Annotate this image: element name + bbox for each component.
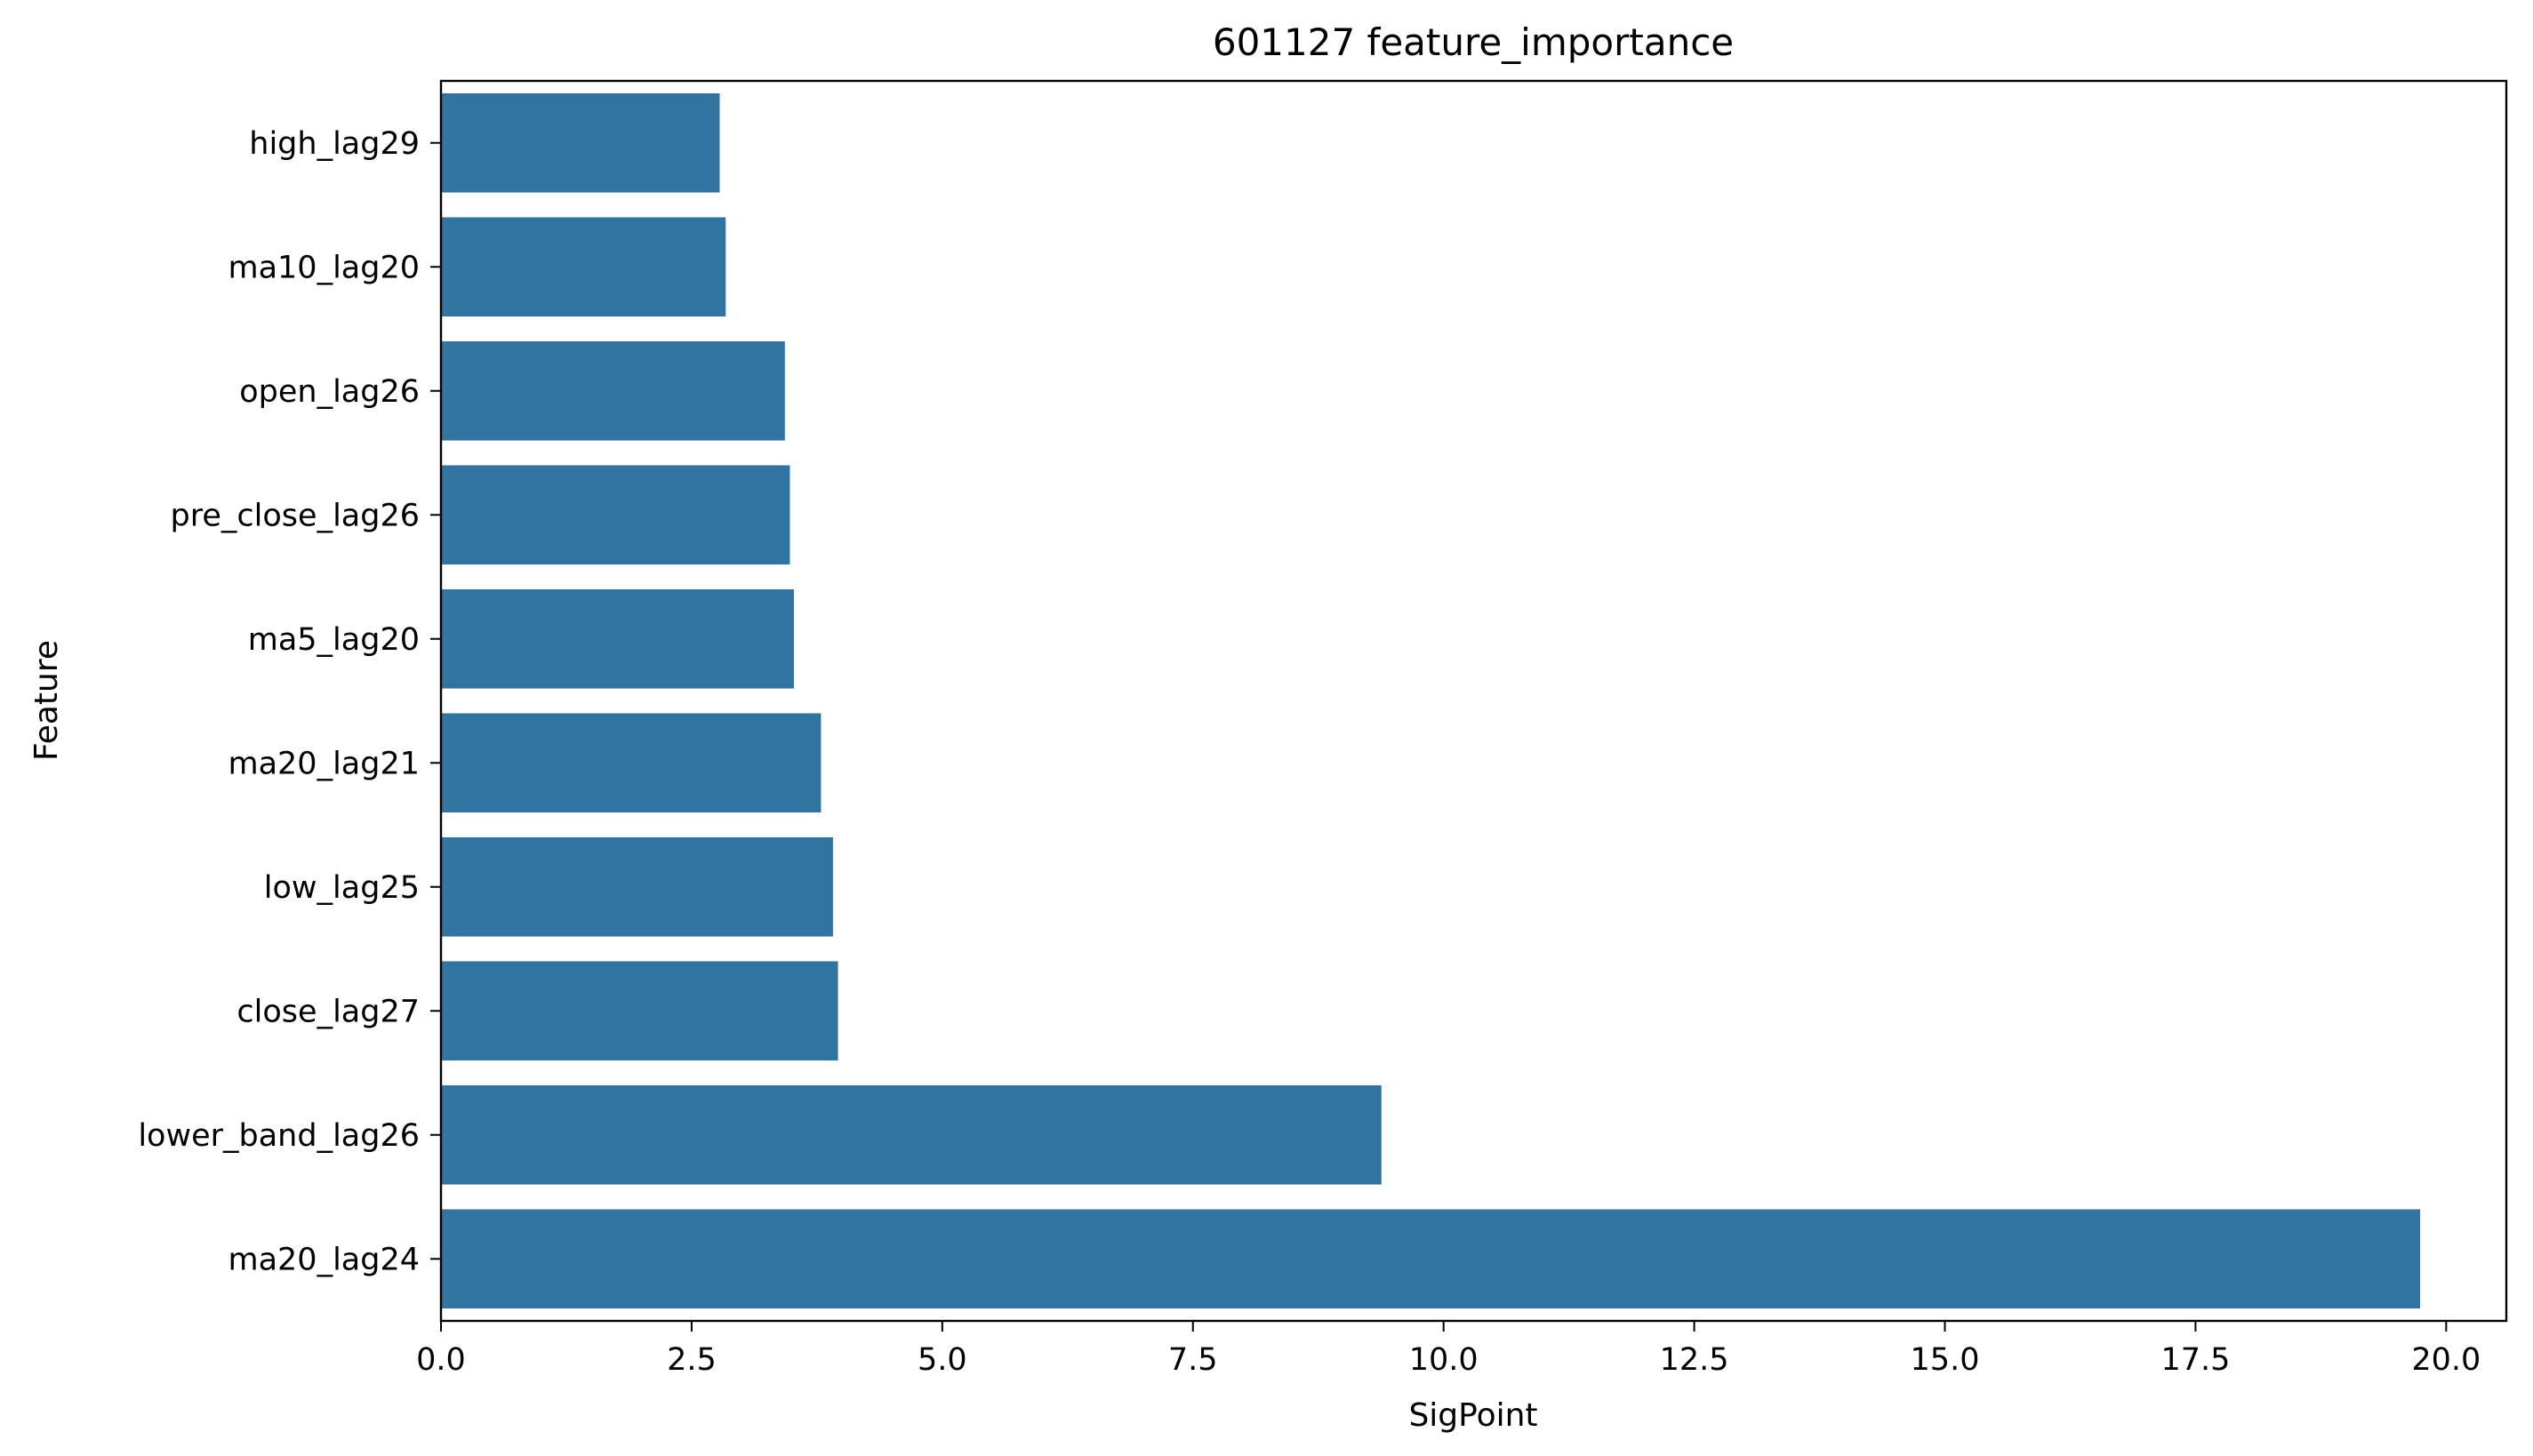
x-tick-label: 2.5 [667,1342,717,1378]
bar-ma5_lag20 [441,588,794,689]
y-tick-label: low_lag25 [264,870,420,906]
y-tick-label: ma10_lag20 [228,250,420,285]
x-tick-label: 5.0 [918,1342,967,1378]
bar-high_lag29 [441,92,720,193]
x-axis-label: SigPoint [1408,1397,1537,1434]
y-tick-label: open_lag26 [239,374,420,410]
y-axis-label: Feature [28,640,65,761]
y-tick-label: pre_close_lag26 [171,498,420,533]
y-tick-label: close_lag27 [236,994,420,1029]
y-tick-label: ma20_lag24 [228,1242,420,1277]
x-tick-label: 15.0 [1911,1342,1980,1378]
bar-ma20_lag21 [441,713,822,813]
x-tick-label: 7.5 [1168,1342,1218,1378]
bar-open_lag26 [441,340,785,441]
bar-ma10_lag20 [441,217,726,317]
x-tick-label: 10.0 [1409,1342,1479,1378]
y-tick-label: high_lag29 [249,126,420,162]
y-tick-label: ma20_lag21 [228,746,420,781]
chart-title: 601127 feature_importance [1213,20,1734,64]
bar-low_lag25 [441,836,833,937]
x-axis-ticks: 0.0 2.5 5.0 7.5 10.0 12.5 15.0 17.5 20.0 [416,1321,2481,1378]
x-tick-label: 17.5 [2160,1342,2230,1378]
x-tick-label: 0.0 [416,1342,466,1378]
bar-ma20_lag24 [441,1209,2421,1309]
bar-close_lag27 [441,961,838,1061]
y-axis-ticks: high_lag29 ma10_lag20 open_lag26 pre_close_… [138,126,441,1277]
y-tick-label: ma5_lag20 [248,622,420,658]
y-tick-label: lower_band_lag26 [138,1118,420,1154]
bars-group [441,92,2421,1309]
bar-pre_close_lag26 [441,465,790,565]
x-tick-label: 20.0 [2411,1342,2481,1378]
bar-lower_band_lag26 [441,1084,1382,1185]
plot-frame [439,79,2508,1323]
x-tick-label: 12.5 [1660,1342,1729,1378]
